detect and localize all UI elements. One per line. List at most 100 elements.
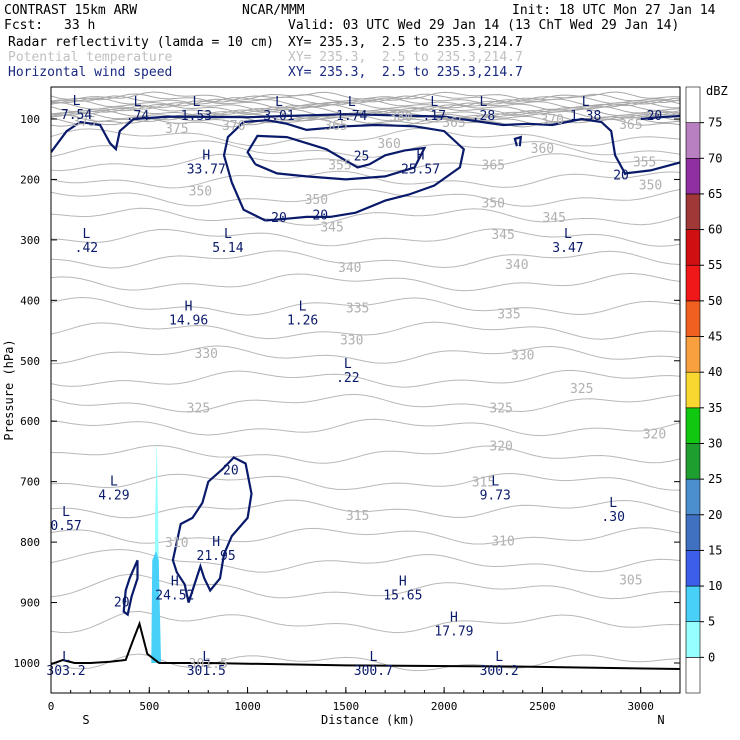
x-tick-label: 1000	[234, 700, 261, 713]
wind-label: 20	[647, 109, 663, 124]
extremum-kind: L	[491, 475, 499, 490]
extremum-kind: H	[399, 574, 407, 589]
valid-time: Valid: 03 UTC Wed 29 Jan 14 (13 ChT Wed …	[288, 18, 680, 33]
wind-label: 20	[312, 209, 328, 224]
extremum-kind: L	[62, 505, 70, 520]
extremum-kind: L	[134, 95, 142, 110]
extremum-kind: L	[348, 95, 356, 110]
upper-theta-contour	[51, 101, 680, 112]
theta-label: 355	[633, 155, 656, 170]
colorbar-label: 70	[708, 151, 722, 165]
theta-label: 310	[165, 536, 188, 551]
theta-contour-line	[51, 228, 680, 247]
extremum-value: 303.2	[46, 664, 85, 679]
extremum-value: .17	[423, 109, 446, 124]
theta-contour-line	[51, 610, 680, 634]
theta-label: 315	[346, 509, 369, 524]
wind-labels: 25 20 20 20 20 20 20	[114, 109, 662, 611]
colorbar-segment	[685, 371, 701, 409]
theta-label: 305	[619, 574, 642, 589]
theta-contour-line	[51, 393, 680, 413]
y-tick-label: 1000	[14, 657, 41, 670]
y-tick-label: 600	[20, 415, 40, 428]
theta-contour-line	[51, 444, 680, 464]
x-tick-label: 1500	[333, 700, 360, 713]
extremum-kind: H	[212, 535, 220, 550]
y-tick-label: 700	[20, 476, 40, 489]
y-tick-label: 200	[20, 173, 40, 186]
theta-contour-line	[51, 140, 680, 158]
colorbar-label: 0	[708, 650, 715, 664]
y-tick-label: 500	[20, 355, 40, 368]
extremum-kind: L	[62, 650, 70, 665]
extremum-value: .22	[336, 371, 359, 386]
colorbar-unit: dBZ	[706, 84, 728, 98]
theta-label: 330	[340, 334, 363, 349]
extremum-value: .42	[75, 241, 98, 256]
colorbar-label: 20	[708, 508, 722, 522]
theta-contours	[51, 127, 680, 672]
extrema-markers: L7.54L.74L1.53L3.01L1.74L.17L.28L1.38H33…	[46, 94, 624, 679]
extremum-kind: H	[417, 148, 425, 163]
theta-contour-line	[51, 250, 680, 269]
colorbar: 0 5 10 15 20 25 30 35 40 45 50 55 60 65 70 75	[685, 86, 722, 694]
colorbar-label: 15	[708, 543, 722, 557]
extremum-value: 14.96	[169, 313, 208, 328]
extremum-kind: L	[609, 496, 617, 511]
theta-contour-line	[51, 345, 680, 365]
extremum-value: 5.14	[212, 241, 243, 256]
theta-labels: 375 370 380 365 370 365 375 365 360 360 355 365 355 3…	[73, 110, 667, 672]
colorbar-segment	[685, 443, 701, 480]
wind-label: 20	[613, 169, 629, 184]
y-tick-label: 900	[20, 597, 40, 610]
extremum-value: 1.26	[287, 313, 318, 328]
theta-label: 325	[187, 401, 210, 416]
y-tick-label: 100	[20, 113, 40, 126]
extremum-kind: H	[171, 574, 179, 589]
theta-label: 370	[222, 119, 245, 134]
colorbar-label: 30	[708, 436, 722, 450]
extremum-value: 300.7	[354, 664, 393, 679]
extremum-kind: L	[369, 650, 377, 665]
colorbar-label: 45	[708, 330, 722, 344]
extremum-kind: L	[299, 299, 307, 314]
colorbar-segment	[685, 550, 701, 587]
colorbar-segment	[685, 585, 701, 623]
theta-label: 355	[328, 158, 351, 173]
x-axis: 0 500 1000 1500 2000 2500 3000	[48, 687, 681, 713]
x-left-end-label: S	[82, 713, 89, 727]
colorbar-segment	[685, 336, 701, 373]
theta-label: 330	[195, 347, 218, 362]
theta-contour-line	[51, 573, 680, 600]
extremum-value: 25.57	[401, 162, 440, 177]
colorbar-label: 75	[708, 116, 722, 130]
field-reflectivity-xy: XY= 235.3, 2.5 to 235.3,214.7	[288, 35, 523, 50]
terrain-line	[51, 620, 680, 670]
theta-label: 325	[489, 401, 512, 416]
wind-20-jet-outer	[51, 113, 680, 175]
terrain-surface	[51, 620, 680, 670]
theta-contour-line	[51, 472, 680, 491]
extremum-kind: H	[185, 299, 193, 314]
theta-label: 320	[489, 439, 512, 454]
theta-label: 350	[639, 178, 662, 193]
extremum-value: 1.53	[181, 109, 212, 124]
theta-label: 350	[305, 193, 328, 208]
extremum-value: 24.52	[155, 588, 194, 603]
field-reflectivity: Radar reflectivity (lamda = 10 cm)	[8, 35, 275, 50]
extremum-kind: H	[202, 148, 210, 163]
wind-20-top-right	[640, 114, 680, 121]
extremum-value: 9.73	[480, 489, 511, 504]
theta-label: 335	[497, 308, 520, 323]
colorbar-label: 35	[708, 401, 722, 415]
colorbar-segment	[685, 122, 701, 159]
theta-label: 301.5	[189, 657, 228, 672]
extremum-value: 21.95	[197, 549, 236, 564]
extremum-kind: L	[193, 95, 201, 110]
extremum-kind: H	[450, 611, 458, 626]
theta-label: 375	[73, 115, 96, 130]
theta-label: 315	[472, 476, 495, 491]
theta-label: 345	[491, 228, 514, 243]
theta-label: 370	[540, 113, 563, 128]
